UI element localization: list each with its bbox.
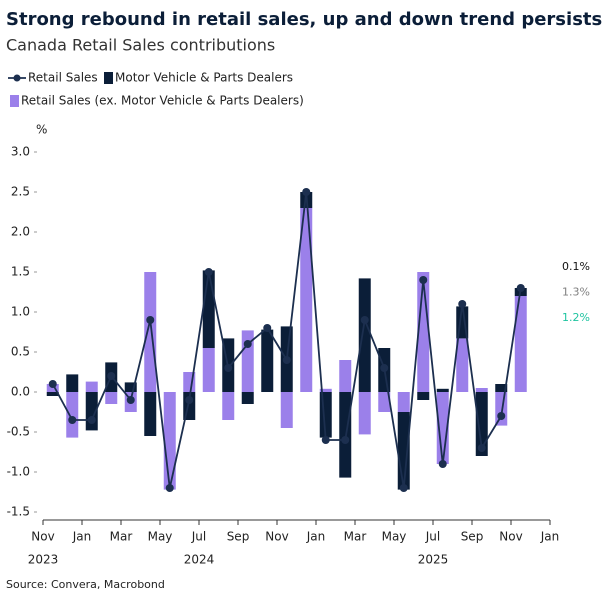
y-tick-label: 2.0 [11, 225, 30, 239]
legend-label: Retail Sales [28, 71, 98, 85]
bar [514, 296, 527, 392]
y-tick-label: 1.0 [11, 305, 30, 319]
bar [300, 208, 313, 392]
line-point [282, 356, 291, 364]
x-tick-label: Jan [540, 530, 560, 544]
line-point [165, 484, 174, 492]
line-point [185, 396, 194, 404]
bar [417, 392, 430, 400]
value-label: 1.2% [562, 311, 590, 324]
y-tick-label: 3.0 [11, 145, 30, 159]
line-point [204, 268, 213, 276]
line-point [399, 484, 408, 492]
bar [222, 392, 235, 420]
chart-subtitle: Canada Retail Sales contributions [6, 36, 275, 55]
bar [358, 278, 371, 392]
legend-swatch [104, 72, 113, 84]
line-point [380, 364, 389, 372]
line-point [497, 412, 506, 420]
bar [66, 374, 79, 392]
bar [105, 392, 118, 404]
bar [241, 392, 254, 404]
line-point [126, 396, 135, 404]
bar [397, 392, 410, 412]
x-tick-label: Jul [425, 530, 440, 544]
bar [124, 382, 137, 392]
line-point [243, 340, 252, 348]
bar [339, 360, 352, 392]
bar [144, 272, 157, 392]
bar [202, 270, 215, 348]
legend-swatch [13, 74, 21, 82]
x-tick-label: Sep [461, 530, 484, 544]
x-tick-label: Jan [72, 530, 92, 544]
bar [280, 392, 293, 428]
line-point [302, 188, 311, 196]
x-tick-label: Jan [306, 530, 326, 544]
line-point [477, 444, 486, 452]
bar [202, 348, 215, 392]
bar [378, 392, 391, 412]
y-tick-label: -1.5 [7, 505, 30, 519]
x-tick-label: Jul [191, 530, 206, 544]
line-point [341, 436, 350, 444]
line-point [87, 416, 96, 424]
line-point [438, 460, 447, 468]
bar [495, 392, 508, 426]
bar [475, 392, 488, 456]
bar [261, 329, 274, 392]
bar [495, 384, 508, 392]
x-year-label: 2025 [418, 553, 449, 567]
y-axis-label: % [36, 123, 47, 137]
chart-title: Strong rebound in retail sales, up and d… [6, 9, 602, 30]
value-label: 1.3% [562, 286, 590, 299]
x-tick-label: Sep [227, 530, 250, 544]
value-label: 0.1% [562, 260, 590, 273]
line-point [360, 316, 369, 324]
y-tick-label: -1.0 [7, 465, 30, 479]
x-year-label: 2024 [184, 553, 215, 567]
y-tick-label: -0.5 [7, 425, 30, 439]
bar [144, 392, 157, 436]
y-tick-label: 0.5 [11, 345, 30, 359]
x-tick-label: May [148, 530, 173, 544]
source: Source: Convera, Macrobond [6, 578, 165, 591]
bar [46, 392, 59, 396]
line-point [48, 380, 57, 388]
line-point [224, 364, 233, 372]
x-tick-label: Mar [344, 530, 367, 544]
bar [358, 392, 371, 435]
x-tick-label: Nov [265, 530, 288, 544]
bar [66, 392, 79, 438]
line-point [458, 300, 467, 308]
x-tick-label: Mar [110, 530, 133, 544]
bar [475, 388, 488, 392]
line-point [321, 436, 330, 444]
legend-label: Retail Sales (ex. Motor Vehicle & Parts … [21, 94, 304, 108]
legend-label: Motor Vehicle & Parts Dealers [115, 71, 293, 85]
line-point [419, 276, 428, 284]
line-point [107, 372, 116, 380]
legend-swatch [10, 95, 19, 107]
x-tick-label: Nov [31, 530, 54, 544]
line-point [516, 284, 525, 292]
line-point [146, 316, 155, 324]
y-tick-label: 2.5 [11, 185, 30, 199]
bar [319, 388, 332, 392]
x-tick-label: Nov [499, 530, 522, 544]
line-point [68, 416, 77, 424]
line-point [263, 324, 272, 332]
bar [436, 388, 449, 392]
bar [456, 338, 469, 392]
y-tick-label: 1.5 [11, 265, 30, 279]
x-year-label: 2023 [28, 553, 59, 567]
bar [163, 392, 176, 490]
bar [85, 381, 98, 392]
x-tick-label: May [382, 530, 407, 544]
y-tick-label: 0.0 [11, 385, 30, 399]
